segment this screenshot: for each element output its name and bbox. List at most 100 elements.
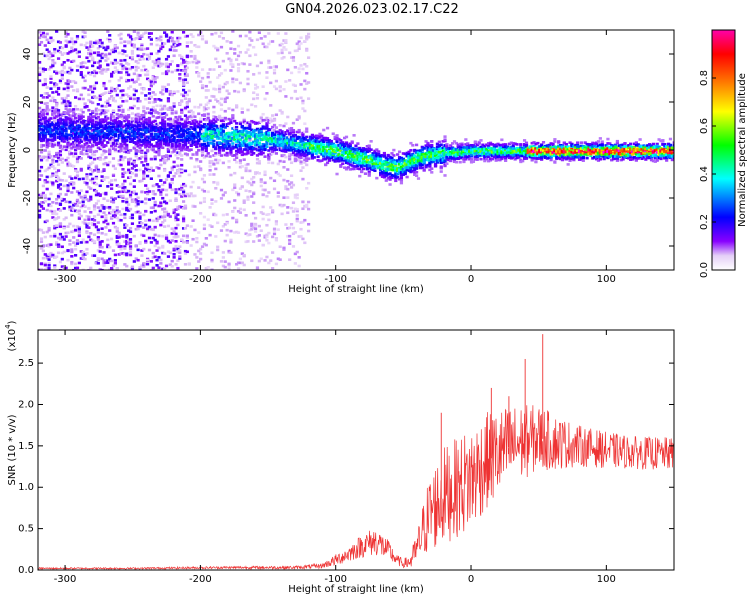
heatmap-cell bbox=[250, 142, 254, 145]
heatmap-cell bbox=[77, 135, 81, 139]
heatmap-cell bbox=[138, 168, 142, 172]
heatmap-cell bbox=[250, 119, 254, 123]
heatmap-cell bbox=[267, 42, 271, 46]
heatmap-cell bbox=[98, 250, 102, 253]
heatmap-cell bbox=[274, 144, 279, 148]
heatmap-cell bbox=[142, 106, 146, 110]
heatmap-cell bbox=[261, 217, 265, 221]
heatmap-cell bbox=[96, 134, 100, 138]
heatmap-cell bbox=[145, 107, 150, 110]
heatmap-cell bbox=[217, 158, 222, 162]
heatmap-cell bbox=[144, 97, 148, 101]
heatmap-cell bbox=[170, 138, 174, 141]
heatmap-cell bbox=[271, 209, 275, 212]
heatmap-cell bbox=[41, 231, 45, 234]
heatmap-cell bbox=[181, 78, 186, 82]
heatmap-cell bbox=[81, 253, 85, 257]
heatmap-cell bbox=[140, 179, 144, 183]
heatmap-cell bbox=[123, 186, 127, 189]
heatmap-cell bbox=[45, 96, 49, 99]
heatmap-cell bbox=[136, 66, 140, 70]
heatmap-cell bbox=[68, 152, 72, 156]
heatmap-cell bbox=[212, 95, 216, 98]
heatmap-cell bbox=[62, 119, 66, 122]
heatmap-cell bbox=[155, 142, 159, 146]
heatmap-cell bbox=[197, 139, 201, 143]
heatmap-cell bbox=[149, 143, 153, 146]
heatmap-cell bbox=[257, 161, 261, 165]
heatmap-cell bbox=[38, 30, 42, 34]
heatmap-cell bbox=[174, 218, 178, 222]
heatmap-cell bbox=[229, 59, 233, 63]
heatmap-cell bbox=[79, 62, 83, 65]
heatmap-cell bbox=[147, 57, 152, 60]
heatmap-cell bbox=[72, 186, 76, 190]
heatmap-cell bbox=[125, 123, 129, 126]
heatmap-cell bbox=[329, 139, 333, 143]
heatmap-cell bbox=[147, 97, 152, 100]
heatmap-cell bbox=[53, 51, 57, 54]
heatmap-cell bbox=[288, 127, 292, 131]
heatmap-cell bbox=[236, 138, 241, 141]
heatmap-cell bbox=[159, 64, 163, 68]
heatmap-cell bbox=[127, 108, 131, 112]
heatmap-cell bbox=[276, 141, 280, 144]
heatmap-cell bbox=[291, 245, 296, 248]
heatmap-cell bbox=[252, 192, 256, 196]
heatmap-cell bbox=[227, 145, 231, 148]
heatmap-cell bbox=[265, 127, 269, 130]
heatmap-cell bbox=[291, 137, 296, 141]
heatmap-cell bbox=[214, 167, 218, 171]
heatmap-cell bbox=[151, 124, 155, 127]
heatmap-cell bbox=[320, 153, 324, 156]
heatmap-cell bbox=[121, 172, 125, 175]
heatmap-cell bbox=[181, 122, 186, 126]
heatmap-cell bbox=[77, 124, 81, 128]
heatmap-cell bbox=[96, 121, 100, 125]
heatmap-cell bbox=[180, 68, 184, 72]
heatmap-cell bbox=[108, 104, 112, 107]
heatmap-cell bbox=[53, 143, 57, 147]
heatmap-cell bbox=[49, 55, 53, 59]
heatmap-cell bbox=[60, 131, 64, 135]
heatmap-cell bbox=[257, 259, 261, 263]
heatmap-cell bbox=[39, 228, 44, 232]
heatmap-cell bbox=[199, 127, 203, 131]
heatmap-cell bbox=[140, 144, 144, 147]
heatmap-cell bbox=[212, 124, 216, 128]
heatmap-cell bbox=[235, 191, 239, 194]
heatmap-cell bbox=[199, 160, 203, 163]
heatmap-cell bbox=[295, 42, 299, 46]
heatmap-cell bbox=[64, 44, 68, 47]
heatmap-cell bbox=[145, 69, 150, 73]
heatmap-cell bbox=[157, 97, 161, 101]
heatmap-cell bbox=[168, 185, 172, 189]
heatmap-cell bbox=[64, 35, 68, 38]
heatmap-cell bbox=[183, 124, 188, 127]
heatmap-cell bbox=[176, 121, 180, 125]
heatmap-cell bbox=[56, 124, 61, 128]
heatmap-cell bbox=[102, 134, 106, 137]
heatmap-cell bbox=[125, 200, 129, 204]
heatmap-cell bbox=[297, 44, 301, 48]
heatmap-cell bbox=[72, 124, 76, 128]
heatmap-cell bbox=[58, 178, 63, 182]
heatmap-cell bbox=[130, 171, 135, 175]
heatmap-cell bbox=[115, 230, 119, 233]
heatmap-cell bbox=[62, 125, 66, 128]
heatmap-cell bbox=[305, 157, 309, 161]
heatmap-cell bbox=[51, 216, 55, 219]
heatmap-cell bbox=[305, 49, 309, 52]
heatmap-cell bbox=[221, 149, 225, 152]
heatmap-cell bbox=[91, 254, 95, 257]
heatmap-cell bbox=[301, 131, 305, 135]
heatmap-cell bbox=[47, 204, 51, 207]
heatmap-cell bbox=[109, 122, 114, 126]
heatmap-cell bbox=[49, 123, 53, 126]
heatmap-cell bbox=[221, 124, 225, 127]
heatmap-cell bbox=[212, 122, 216, 125]
heatmap-cell bbox=[269, 120, 273, 124]
heatmap-cell bbox=[130, 112, 135, 115]
heatmap-cell bbox=[253, 227, 258, 231]
heatmap-cell bbox=[252, 130, 256, 134]
